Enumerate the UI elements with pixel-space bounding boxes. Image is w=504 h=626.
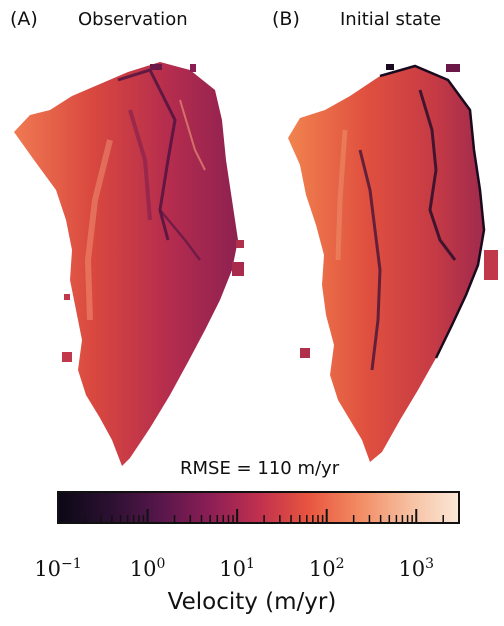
colorbar-tick-label: 103	[398, 556, 435, 581]
panel-a-title: Observation	[78, 9, 188, 30]
colorbar-ticks	[57, 509, 460, 523]
velocity-maps	[14, 62, 498, 466]
observation-map	[14, 62, 244, 466]
colorbar-label: Velocity (m/yr)	[167, 589, 337, 615]
panel-b-title: Initial state	[340, 9, 442, 30]
colorbar-tick-label: 102	[308, 556, 345, 581]
rmse-annotation: RMSE = 110 m/yr	[180, 458, 340, 479]
colorbar	[57, 491, 460, 524]
initial-state-ice-sheet	[288, 66, 484, 462]
colorbar-tick-label: 101	[219, 556, 255, 581]
panel-a-label: (A)	[10, 8, 38, 30]
panel-b-label: (B)	[272, 8, 300, 30]
colorbar-tick-label: 100	[129, 556, 166, 581]
colorbar-gradient	[57, 491, 460, 524]
colorbar-tick-label: 10−1	[34, 556, 82, 581]
observation-ice-sheet	[14, 62, 238, 466]
initial-state-map	[288, 64, 498, 462]
